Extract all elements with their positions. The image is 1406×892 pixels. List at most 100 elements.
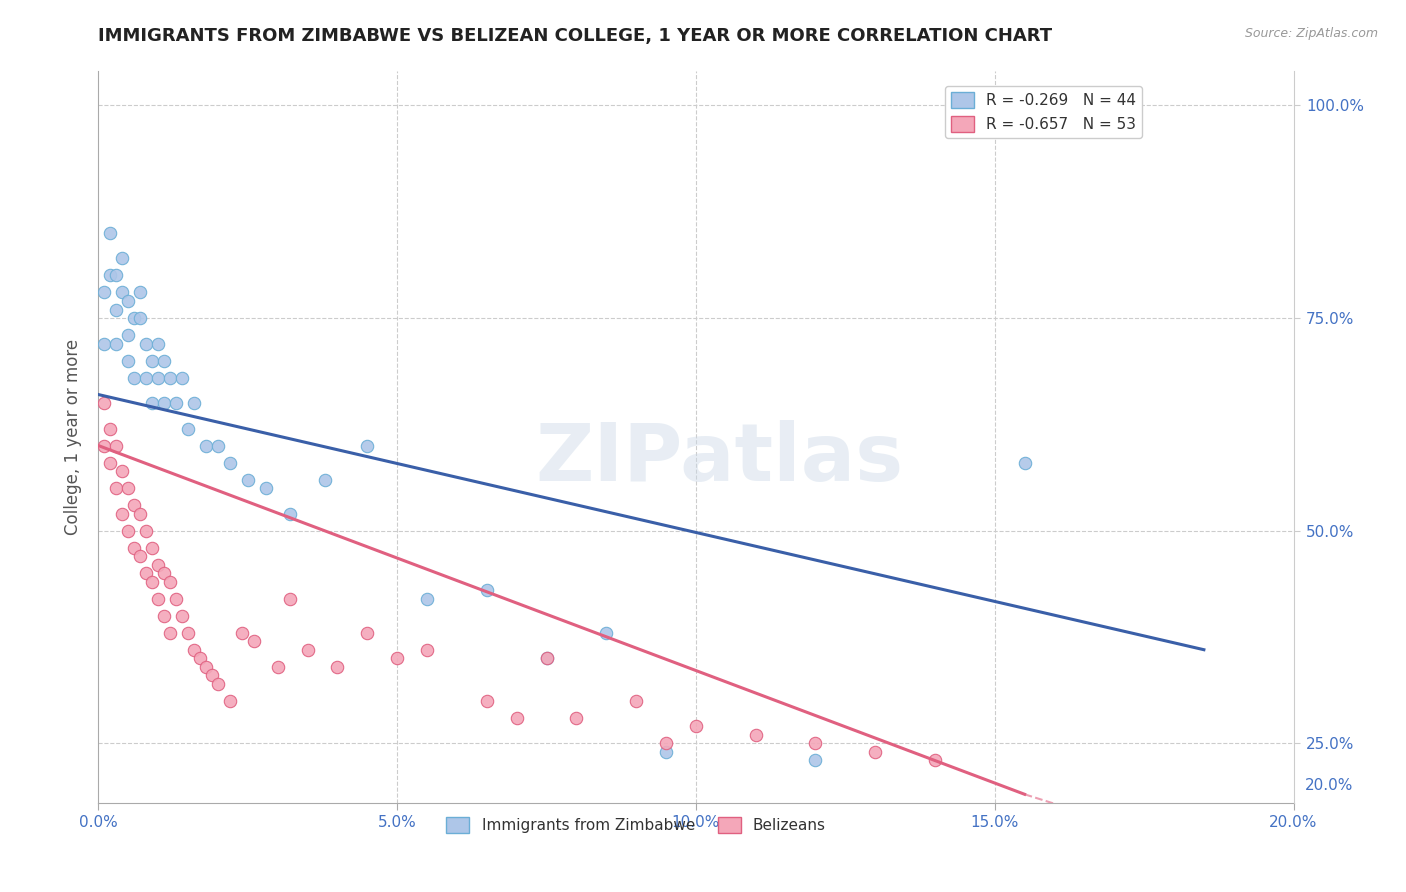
Point	[105, 268, 128, 283]
Point	[172, 608, 194, 623]
Point	[148, 591, 170, 606]
Point	[745, 728, 768, 742]
Point	[385, 651, 409, 665]
Point	[195, 659, 218, 673]
Point	[243, 634, 266, 648]
Point	[135, 566, 157, 581]
Point	[356, 439, 378, 453]
Point	[105, 302, 128, 317]
Point	[475, 583, 498, 598]
Point	[117, 481, 139, 495]
Point	[153, 566, 176, 581]
Point	[117, 328, 139, 343]
Point	[111, 252, 134, 266]
Point	[804, 736, 827, 750]
Point	[1014, 456, 1036, 470]
Point	[124, 498, 146, 512]
Point	[141, 574, 163, 589]
Point	[111, 464, 134, 478]
Text: ZIPatlas: ZIPatlas	[536, 420, 904, 498]
Point	[219, 456, 242, 470]
Point	[655, 745, 678, 759]
Point	[236, 473, 259, 487]
Point	[124, 370, 146, 384]
Point	[159, 370, 181, 384]
Point	[924, 753, 946, 767]
Point	[141, 396, 163, 410]
Point	[231, 625, 253, 640]
Point	[219, 694, 242, 708]
Point	[626, 694, 648, 708]
Point	[105, 481, 128, 495]
Point	[117, 524, 139, 538]
Point	[129, 507, 152, 521]
Point	[177, 421, 200, 435]
Point	[865, 745, 887, 759]
Text: Source: ZipAtlas.com: Source: ZipAtlas.com	[1244, 27, 1378, 40]
Point	[416, 642, 439, 657]
Point	[804, 753, 827, 767]
Point	[117, 293, 139, 308]
Point	[326, 659, 349, 673]
Point	[177, 625, 200, 640]
Point	[278, 591, 301, 606]
Point	[129, 285, 152, 300]
Point	[141, 353, 163, 368]
Point	[506, 711, 529, 725]
Point	[356, 625, 378, 640]
Point	[297, 642, 319, 657]
Point	[148, 336, 170, 351]
Point	[105, 439, 128, 453]
Point	[98, 268, 122, 283]
Point	[655, 736, 678, 750]
Point	[207, 439, 229, 453]
Point	[135, 370, 157, 384]
Point	[159, 574, 181, 589]
Point	[93, 285, 115, 300]
Point	[129, 549, 152, 563]
Point	[129, 311, 152, 326]
Point	[93, 439, 115, 453]
Point	[416, 591, 439, 606]
Legend: Immigrants from Zimbabwe, Belizeans: Immigrants from Zimbabwe, Belizeans	[440, 811, 832, 839]
Point	[565, 711, 588, 725]
Point	[148, 370, 170, 384]
Point	[153, 353, 176, 368]
Text: 20.0%: 20.0%	[1305, 779, 1353, 793]
Point	[536, 651, 558, 665]
Point	[98, 456, 122, 470]
Point	[124, 541, 146, 555]
Point	[595, 625, 617, 640]
Point	[98, 421, 122, 435]
Point	[98, 226, 122, 240]
Point	[475, 694, 498, 708]
Point	[254, 481, 277, 495]
Point	[135, 524, 157, 538]
Point	[105, 336, 128, 351]
Point	[536, 651, 558, 665]
Point	[207, 677, 229, 691]
Point	[278, 507, 301, 521]
Point	[153, 396, 176, 410]
Point	[141, 541, 163, 555]
Point	[195, 439, 218, 453]
Y-axis label: College, 1 year or more: College, 1 year or more	[65, 339, 83, 535]
Point	[188, 651, 211, 665]
Point	[165, 591, 187, 606]
Point	[685, 719, 707, 733]
Point	[183, 396, 205, 410]
Point	[135, 336, 157, 351]
Point	[148, 558, 170, 572]
Point	[111, 507, 134, 521]
Point	[183, 642, 205, 657]
Point	[267, 659, 290, 673]
Text: IMMIGRANTS FROM ZIMBABWE VS BELIZEAN COLLEGE, 1 YEAR OR MORE CORRELATION CHART: IMMIGRANTS FROM ZIMBABWE VS BELIZEAN COL…	[98, 27, 1053, 45]
Point	[93, 396, 115, 410]
Point	[93, 336, 115, 351]
Point	[111, 285, 134, 300]
Point	[159, 625, 181, 640]
Point	[124, 311, 146, 326]
Point	[153, 608, 176, 623]
Point	[165, 396, 187, 410]
Point	[315, 473, 337, 487]
